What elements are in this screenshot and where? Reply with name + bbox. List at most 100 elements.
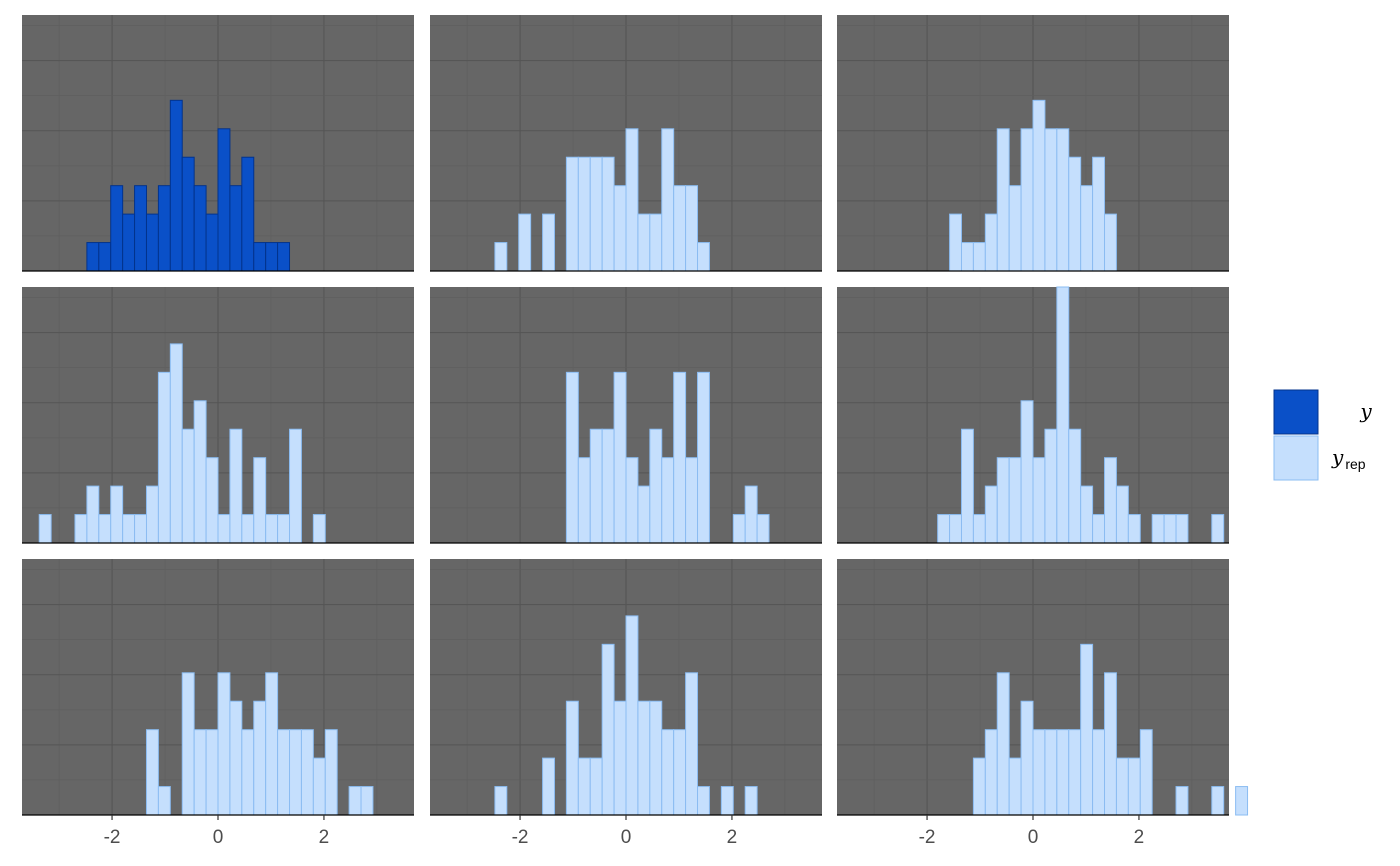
histogram-bar (229, 428, 243, 544)
histogram-bar (972, 514, 986, 544)
histogram-bar (685, 185, 699, 272)
histogram-bar (253, 242, 267, 272)
x-tick-label: 2 (319, 827, 330, 848)
histogram-bar (960, 428, 974, 544)
histogram-bar (565, 371, 579, 544)
histogram-bar (181, 672, 195, 816)
histogram-bar (38, 514, 52, 544)
histogram-bar (637, 700, 651, 816)
histogram-bar (277, 514, 291, 544)
histogram-bar (984, 729, 998, 816)
histogram-bar (1080, 643, 1094, 816)
histogram-bar (134, 514, 147, 544)
histogram-bar (673, 371, 687, 544)
facet-panel-4 (22, 287, 414, 544)
legend-subscript-rep: rep (1345, 456, 1365, 472)
facet-panel-1 (22, 15, 414, 272)
histogram-bar (1008, 757, 1022, 816)
histogram-bar (324, 729, 338, 816)
histogram-bar (217, 672, 231, 816)
histogram-bar (277, 729, 291, 816)
histogram-bar (1175, 514, 1189, 544)
histogram-bar (1211, 786, 1225, 816)
histogram-bar (972, 242, 986, 272)
histogram-bar (1044, 428, 1058, 544)
histogram-bar (996, 457, 1010, 544)
histogram-bar (145, 729, 159, 816)
histogram-bar (589, 156, 603, 272)
histogram-bar (1175, 786, 1189, 816)
histogram-bar (1092, 514, 1106, 544)
histogram-bar (1032, 457, 1046, 544)
histogram-bar (577, 757, 591, 816)
histogram-bar (685, 672, 699, 816)
histogram-bar (601, 428, 615, 544)
histogram-bar (98, 514, 112, 544)
histogram-bar (542, 213, 555, 272)
histogram-bar (134, 185, 147, 272)
histogram-bar (1032, 99, 1046, 272)
histogram-bar (98, 242, 112, 272)
facet-panel-6 (837, 286, 1229, 544)
histogram-bar (265, 672, 279, 816)
histogram-bar (289, 729, 302, 816)
histogram-bar (157, 371, 171, 544)
histogram-bar (1115, 485, 1129, 544)
legend-key-y (1273, 389, 1319, 435)
histogram-bar (1020, 400, 1034, 544)
histogram-bar (1139, 729, 1153, 816)
histogram-bar (661, 128, 675, 272)
histogram-bar (1163, 514, 1177, 544)
histogram-bar (996, 672, 1010, 816)
histogram-bar (122, 213, 136, 272)
histogram-bar (577, 457, 591, 544)
histogram-bar (193, 729, 207, 816)
histogram-bar (1056, 128, 1070, 272)
histogram-bar (348, 786, 362, 816)
histogram-bar (277, 242, 291, 272)
histogram-bar (205, 729, 219, 816)
histogram-bar (300, 729, 314, 816)
histogram-bar (673, 729, 687, 816)
histogram-bar (241, 156, 255, 272)
histogram-bar (1211, 514, 1225, 544)
histogram-bar (937, 514, 951, 544)
histogram-bar (1008, 457, 1022, 544)
histogram-bar (756, 514, 770, 544)
histogram-bar (697, 371, 710, 544)
histogram-bar (661, 729, 675, 816)
histogram-bar (1068, 156, 1082, 272)
histogram-bar (360, 786, 374, 816)
x-tick-label: 0 (621, 827, 632, 848)
histogram-bar (1080, 185, 1094, 272)
histogram-bar (673, 185, 687, 272)
histogram-bar (1115, 757, 1129, 816)
histogram-bar (601, 643, 615, 816)
histogram-bar (86, 485, 100, 544)
histogram-bar (1068, 729, 1082, 816)
histogram-bar (649, 428, 663, 544)
histogram-bar (697, 786, 710, 816)
histogram-bar (1056, 729, 1070, 816)
histogram-bar (169, 99, 183, 272)
histogram-bar (1020, 700, 1034, 816)
histogram-bar (494, 786, 508, 816)
histogram-bar (157, 786, 171, 816)
histogram-bar (193, 185, 207, 272)
histogram-bar (494, 242, 508, 272)
histogram-bar (1044, 128, 1058, 272)
x-tick-label: -2 (104, 827, 121, 848)
histogram-bar (744, 786, 758, 816)
histogram-bar (122, 514, 136, 544)
histogram-bar (732, 514, 746, 544)
facet-panel-9: -2 0 2 (837, 559, 1249, 848)
histogram-bar (1127, 757, 1141, 816)
facet-panel-8: -2 0 2 (430, 559, 822, 848)
legend-label-y: y (1359, 399, 1372, 423)
histogram-bar (265, 514, 279, 544)
legend-label-yrep: y rep (1331, 445, 1366, 472)
histogram-bar (205, 213, 219, 272)
histogram-bar (110, 185, 124, 272)
x-tick-label: -2 (512, 827, 529, 848)
